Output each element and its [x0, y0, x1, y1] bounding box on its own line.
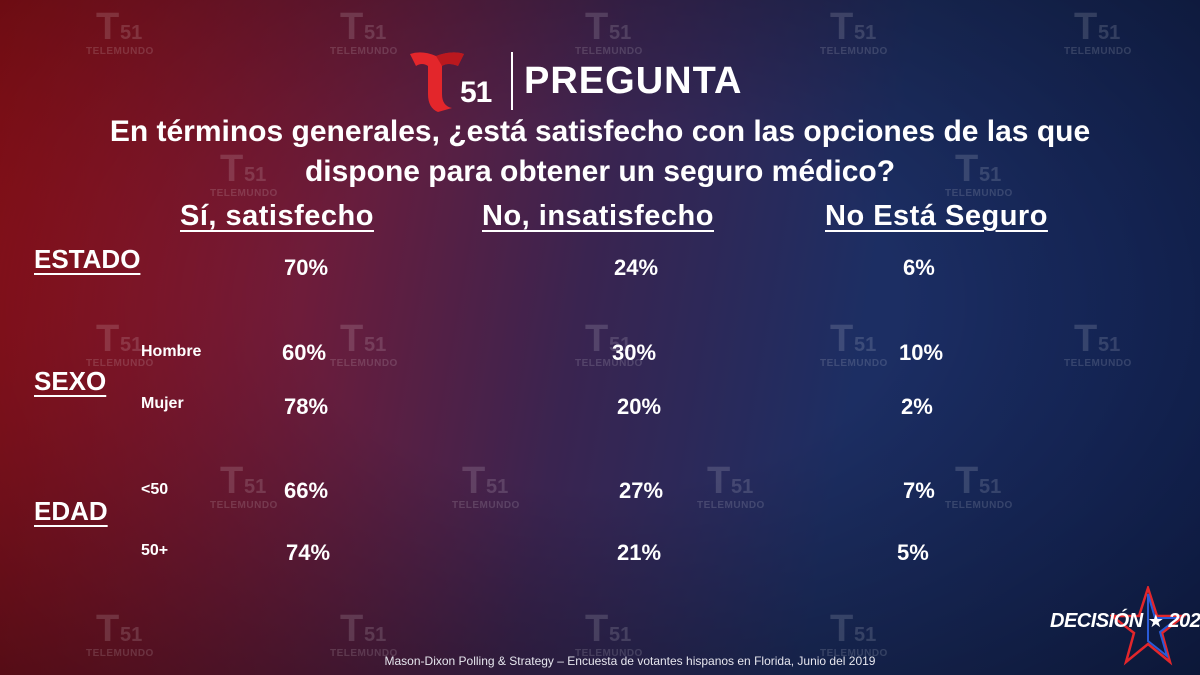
value-under-50-unsatisfied: 27%: [619, 478, 664, 503]
question-line-1: En términos generales, ¿está satisfecho …: [109, 115, 1091, 148]
segment-header: 51 PREGUNTA: [408, 50, 778, 112]
watermark-logo: T 51 TELEMUNDO: [820, 6, 888, 57]
row-label-50-plus: 50+: [141, 542, 169, 559]
decision-2020-logo: DECISIÓN ★ 2020: [1050, 610, 1200, 633]
column-header-not-sure: No Está Seguro: [825, 200, 1048, 232]
value-under-50-satisfied: 66%: [284, 478, 329, 503]
value-mujer-satisfied: 78%: [284, 394, 329, 419]
source-citation: Mason-Dixon Polling & Strategy – Encuest…: [384, 654, 876, 668]
watermark-logo: T 51 TELEMUNDO: [330, 318, 398, 369]
watermark-logo: T 51 TELEMUNDO: [1064, 318, 1132, 369]
channel-number: 51: [460, 76, 492, 109]
value-50-plus-unsatisfied: 21%: [617, 540, 662, 565]
value-50-plus-not-sure: 5%: [897, 540, 929, 565]
row-label-hombre: Hombre: [141, 343, 202, 360]
value-under-50-not-sure: 7%: [903, 478, 935, 503]
decision-year: 2020: [1168, 610, 1200, 632]
group-label-sexo: SEXO: [34, 366, 107, 396]
column-header-satisfied: Sí, satisfecho: [180, 200, 374, 232]
watermark-logo: T 51 TELEMUNDO: [210, 460, 278, 511]
watermark-logo: T 51 TELEMUNDO: [452, 460, 520, 511]
telemundo-t-logo-icon: [410, 52, 464, 112]
question-line-2: dispone para obtener un seguro médico?: [304, 155, 896, 188]
segment-title: PREGUNTA: [524, 60, 743, 102]
value-mujer-unsatisfied: 20%: [617, 394, 662, 419]
value-estado-not-sure: 6%: [903, 255, 935, 280]
watermark-logo: T 51 TELEMUNDO: [86, 6, 154, 57]
watermark-logo: T 51 TELEMUNDO: [330, 6, 398, 57]
value-estado-satisfied: 70%: [284, 255, 329, 280]
value-hombre-not-sure: 10%: [899, 340, 944, 365]
watermark-logo: T 51 TELEMUNDO: [945, 460, 1013, 511]
row-label-under-50: <50: [141, 481, 169, 498]
watermark-logo: T 51 TELEMUNDO: [820, 318, 888, 369]
row-label-mujer: Mujer: [141, 395, 184, 412]
value-estado-unsatisfied: 24%: [614, 255, 659, 280]
star-outline-icon: [1110, 586, 1186, 666]
watermark-logo: T 51 TELEMUNDO: [697, 460, 765, 511]
value-50-plus-satisfied: 74%: [286, 540, 331, 565]
group-label-estado: ESTADO: [34, 244, 141, 274]
column-header-unsatisfied: No, insatisfecho: [482, 200, 714, 232]
decision-star-icon: ★: [1147, 611, 1164, 631]
watermark-logo: T 51 TELEMUNDO: [86, 608, 154, 659]
poll-question: En términos generales, ¿está satisfecho …: [40, 112, 1160, 192]
value-hombre-unsatisfied: 30%: [612, 340, 657, 365]
group-label-edad: EDAD: [34, 496, 108, 526]
logo-divider: [511, 52, 513, 110]
value-mujer-not-sure: 2%: [901, 394, 933, 419]
value-hombre-satisfied: 60%: [282, 340, 327, 365]
watermark-logo: T 51 TELEMUNDO: [1064, 6, 1132, 57]
decision-word: DECISIÓN: [1050, 610, 1143, 632]
